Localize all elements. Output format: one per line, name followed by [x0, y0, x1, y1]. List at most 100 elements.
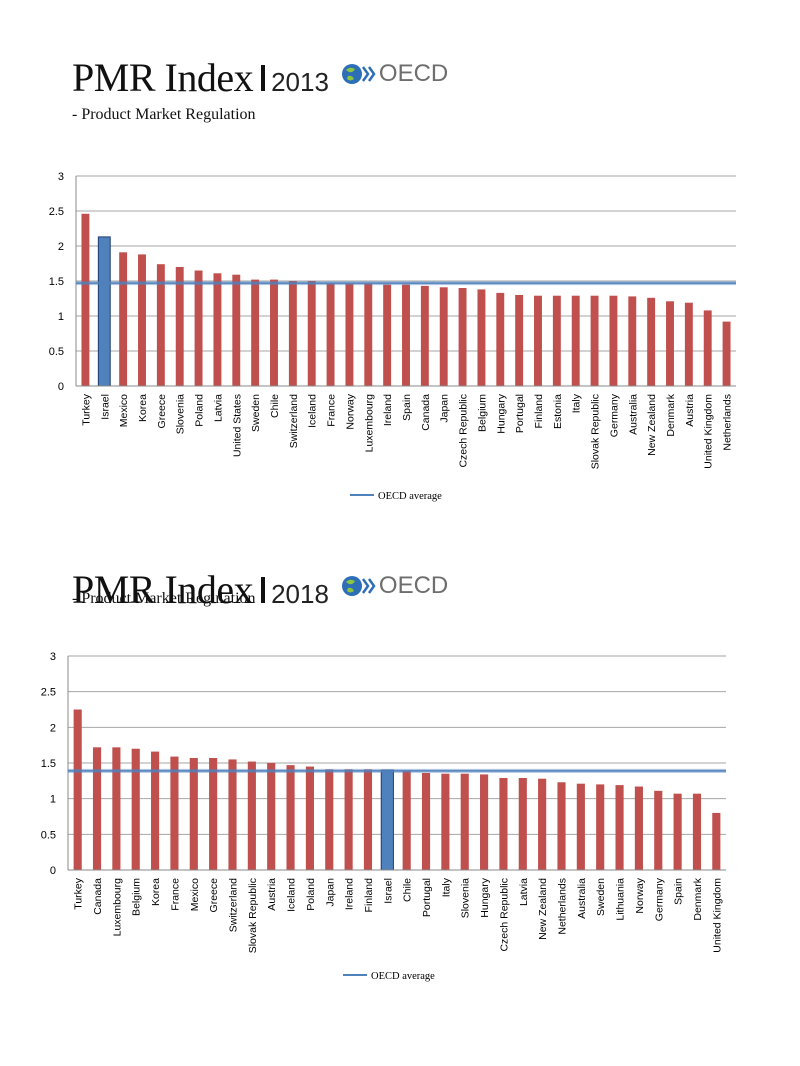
bar-denmark: [692, 793, 702, 870]
y-tick-label: 2: [58, 241, 64, 253]
x-tick-label: Poland: [194, 394, 206, 427]
x-tick-label: Greece: [156, 394, 168, 429]
title-separator: [261, 577, 266, 603]
bar-latvia: [518, 777, 527, 870]
bar-portugal: [515, 295, 524, 386]
x-tick-label: France: [169, 878, 181, 911]
x-tick-label: Germany: [608, 393, 620, 437]
x-tick-label: Israel: [382, 878, 394, 904]
x-tick-label: Czech Republic: [498, 878, 510, 952]
x-tick-label: Slovenia: [175, 394, 187, 434]
bar-chile: [270, 279, 278, 386]
x-tick-label: Estonia: [552, 394, 564, 429]
bar-czech-republic: [458, 288, 467, 386]
y-tick-label: 1: [50, 794, 56, 806]
x-tick-label: Australia: [627, 394, 639, 435]
legend: OECD average: [350, 491, 442, 502]
y-tick-label: 0: [58, 381, 64, 393]
x-tick-label: Latvia: [212, 394, 224, 422]
legend-label: OECD average: [371, 971, 435, 982]
x-tick-label: Korea: [137, 394, 149, 422]
page-subtitle: - Product Market Regulation: [72, 590, 256, 607]
bar-chile: [402, 771, 411, 870]
bar-poland: [305, 766, 314, 870]
x-tick-label: United Kingdom: [711, 878, 723, 953]
logo-text: OECD: [378, 60, 449, 87]
x-tick-label: Hungary: [495, 393, 507, 433]
x-tick-label: Spain: [401, 394, 413, 421]
bar-finland: [363, 769, 373, 870]
bar-korea: [138, 254, 146, 386]
x-tick-label: Switzerland: [288, 394, 300, 448]
x-tick-label: Slovak Republic: [247, 878, 259, 953]
x-tick-label: Mexico: [118, 394, 130, 427]
chart-panel-2013: PMR Index 2013 OECD - Product Market Reg…: [0, 0, 800, 520]
x-tick-label: Turkey: [80, 393, 92, 425]
bar-austria: [684, 302, 693, 386]
y-tick-label: 1.5: [41, 758, 56, 770]
bar-sweden: [596, 784, 605, 870]
x-tick-label: Canada: [92, 878, 104, 915]
oecd-logo: OECD: [341, 60, 448, 88]
bar-united-kingdom: [712, 812, 721, 870]
title-row: PMR Index 2013 OECD: [72, 54, 448, 101]
bar-japan: [325, 769, 334, 870]
bar-hungary: [480, 774, 489, 870]
bar-chart-2018: 0 0.5 1 1.5 2 2.5 3 Turkey Canada Luxembourg Belgi…: [41, 651, 726, 982]
globe-icon: [341, 64, 376, 84]
bar-israel: [97, 236, 111, 387]
x-tick-label: Finland: [533, 394, 545, 429]
x-tick-label: Portugal: [514, 394, 526, 433]
x-tick-label: Lithuania: [615, 878, 627, 921]
x-tick-label: Sweden: [250, 394, 262, 432]
bar-norway: [345, 283, 354, 386]
bar-israel: [380, 769, 394, 871]
x-tick-label: Iceland: [286, 878, 298, 912]
globe-icon: [341, 576, 376, 596]
x-tick-label: Netherlands: [722, 394, 734, 451]
x-tick-label: Japan: [439, 394, 451, 423]
bar-denmark: [666, 301, 674, 386]
x-tick-label: Spain: [673, 878, 685, 905]
bar-canada: [420, 285, 429, 386]
y-tick-label: 0: [50, 865, 56, 877]
title-year: 2018: [271, 579, 329, 609]
title-separator: [261, 65, 266, 91]
bar-italy: [441, 773, 450, 870]
bar-iceland: [307, 281, 316, 386]
bar-slovenia: [175, 267, 184, 386]
x-tick-label: Luxembourg: [363, 394, 375, 453]
x-tick-label: Slovak Republic: [590, 394, 602, 469]
bar-germany: [609, 295, 618, 386]
bar-greece: [156, 264, 165, 386]
chart-panel-2018: PMR Index 2018 OECD - Product Market Reg…: [0, 530, 800, 1050]
y-tick-label: 2.5: [41, 687, 56, 699]
bar-iceland: [286, 765, 295, 870]
x-tick-label: Chile: [402, 878, 414, 902]
bar-australia: [628, 296, 637, 386]
y-tick-label: 0.5: [41, 829, 56, 841]
title-row: PMR Index 2018 OECD: [72, 566, 448, 613]
bar-lithuania: [615, 785, 624, 870]
x-tick-label: Ireland: [344, 878, 356, 910]
x-tick-label: Luxembourg: [111, 878, 123, 937]
bar-latvia: [213, 273, 222, 386]
y-tick-label: 1.5: [49, 276, 64, 288]
bar-czech-republic: [499, 777, 508, 870]
x-tick-label: Germany: [653, 877, 665, 921]
x-tick-label: Belgium: [476, 394, 488, 432]
x-tick-label: Austria: [684, 394, 696, 427]
x-tick-label: Turkey: [73, 877, 85, 909]
bar-turkey: [73, 709, 82, 870]
bar-austria: [267, 763, 276, 870]
x-tick-label: Korea: [150, 878, 162, 906]
bar-portugal: [421, 772, 431, 870]
x-tick-label: New Zealand: [537, 878, 549, 940]
bar-japan: [439, 287, 448, 386]
x-tick-label: Slovenia: [460, 878, 472, 918]
bar-ireland: [344, 769, 353, 870]
y-tick-label: 3: [58, 171, 64, 183]
x-tick-label: Mexico: [189, 878, 201, 911]
bar-new-zealand: [538, 778, 547, 870]
x-tick-label: United States: [231, 394, 243, 457]
